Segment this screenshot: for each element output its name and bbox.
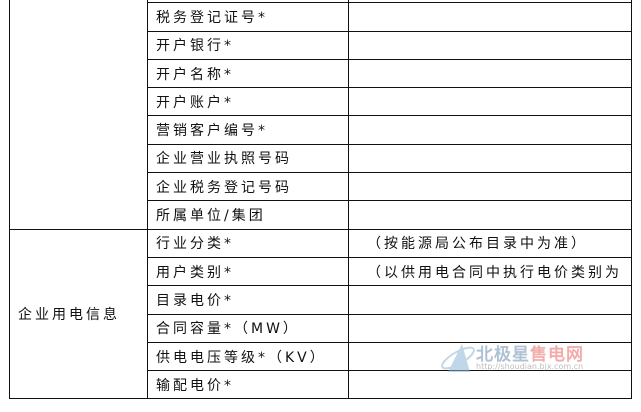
field-label: 合同容量*（MW） [147, 313, 349, 343]
field-label: 企业营业执照号码 [147, 143, 349, 174]
field-value-cell[interactable] [348, 30, 632, 60]
table-row [9, 0, 632, 230]
field-label: 供电电压等级*（KV） [147, 341, 349, 372]
field-value-cell[interactable] [348, 2, 632, 32]
field-label: 企业税务登记号码 [147, 172, 349, 202]
field-label: 开户账户* [147, 87, 349, 117]
field-label: 行业分类* [147, 228, 349, 258]
table-row: 开户账户* [10, 87, 632, 117]
table-row: 输配电价* [10, 370, 632, 400]
field-label: 输配电价* [147, 370, 349, 400]
table-row: 开户名称* [10, 58, 632, 89]
group2-label: 企业用电信息 [9, 228, 148, 400]
field-label: 目录电价* [147, 285, 349, 315]
table-row: 合同容量*（MW） [10, 313, 632, 343]
field-value-cell[interactable] [348, 87, 632, 117]
field-label: 开户银行* [147, 30, 349, 60]
field-value-cell[interactable] [348, 200, 632, 230]
field-value-cell[interactable] [348, 313, 632, 343]
field-note[interactable]: （按能源局公布目录中为准） [348, 228, 632, 258]
table-row: 企业用电信息 行业分类* （按能源局公布目录中为准） [9, 228, 632, 400]
field-value-cell[interactable] [348, 341, 632, 372]
field-label: 所属单位/集团 [147, 200, 349, 230]
table-row: 企业营业执照号码 [10, 143, 632, 174]
field-label: 税务登记证号* [147, 2, 349, 32]
table-row: 用户类别* （以供用电合同中执行电价类别为 [10, 256, 632, 287]
field-value-cell[interactable] [348, 285, 632, 315]
table-row: 供电电压等级*（KV） [10, 341, 632, 372]
table-row: 企业税务登记号码 [10, 172, 632, 202]
field-note[interactable]: （以供用电合同中执行电价类别为 [348, 256, 632, 287]
table-row: 营销客户编号* [10, 115, 632, 145]
field-value-cell[interactable] [348, 370, 632, 400]
field-label: 开户名称* [147, 58, 349, 89]
info-table: 税务登记证号* 开户银行* 开户名称* 开户账户* 营销客户编号* 企业营业执照… [9, 0, 632, 400]
field-value-cell[interactable] [348, 172, 632, 202]
table-row: 开户银行* [10, 30, 632, 60]
table-row: 所属单位/集团 [10, 200, 632, 230]
field-value-cell[interactable] [348, 143, 632, 174]
group1-label-cell [9, 0, 148, 230]
field-label: 营销客户编号* [147, 115, 349, 145]
field-value-cell[interactable] [348, 58, 632, 89]
field-value-cell[interactable] [348, 115, 632, 145]
field-label: 用户类别* [147, 256, 349, 287]
